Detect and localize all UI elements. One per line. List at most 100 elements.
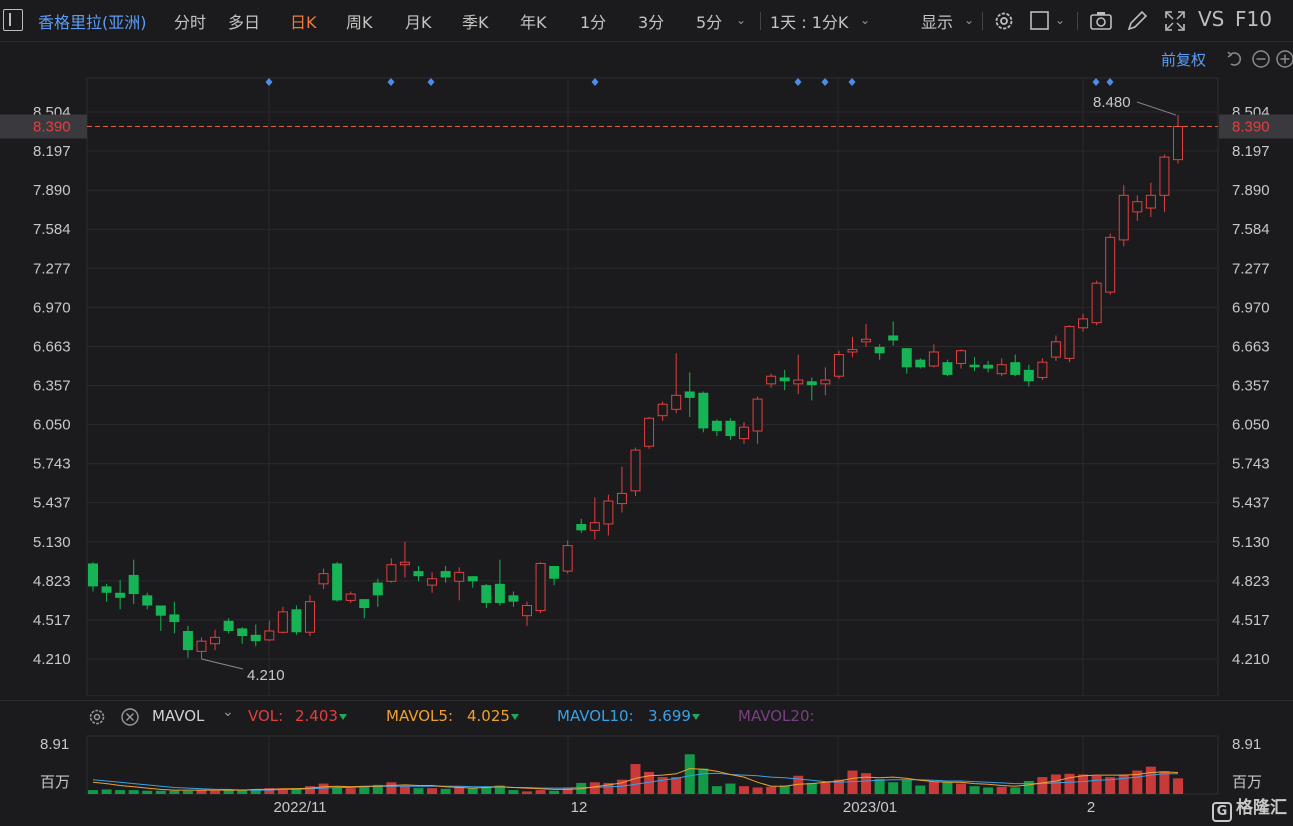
event-marker-icon [265, 78, 273, 86]
max-price-label: 8.480 [1093, 94, 1131, 111]
candle [440, 566, 451, 583]
candle [562, 540, 573, 574]
volume-axis-top-right: 8.91 [1232, 736, 1261, 753]
price-tick-label-right: 4.823 [1232, 573, 1270, 590]
candle [508, 591, 519, 607]
volume-bar [101, 789, 112, 794]
tab-monthly-k[interactable]: 月K [405, 13, 432, 32]
candle-body [969, 364, 980, 368]
tab-1min[interactable]: 1分 [580, 13, 607, 32]
candle [644, 416, 655, 449]
candle-body [128, 574, 139, 595]
candles [88, 115, 1183, 659]
compare-button[interactable]: VS [1198, 7, 1225, 31]
pencil-icon[interactable] [1124, 8, 1150, 34]
volume-bar [1132, 770, 1143, 794]
volume-bar [630, 764, 641, 794]
adjust-mode-button[interactable]: 前复权 [1160, 51, 1206, 69]
volume-chart[interactable]: 8.91 百万 8.91 百万 2022/11 12 2023/01 2 [0, 732, 1293, 826]
candle [969, 357, 980, 372]
indicator-chevron-icon[interactable]: ⌄ [222, 704, 234, 720]
candle [305, 595, 315, 637]
candlestick-chart[interactable]: 8.5048.1977.8907.5847.2776.9706.6636.357… [0, 44, 1293, 696]
interval-select[interactable]: 1天 : 1分K [770, 13, 849, 32]
candle-body [88, 563, 98, 587]
volume-bar [698, 768, 709, 794]
fullscreen-icon[interactable] [1162, 8, 1188, 34]
undo-icon[interactable] [1225, 49, 1245, 69]
tab-yearly-k[interactable]: 年K [520, 13, 547, 32]
tabs-more-chevron-icon[interactable]: ⌄ [736, 13, 747, 27]
candle [589, 497, 600, 540]
candle [535, 562, 546, 614]
candle-body [833, 354, 844, 377]
mavol10-label: MAVOL10: [557, 707, 634, 725]
tab-daily-k[interactable]: 日K [290, 13, 317, 32]
tab-quarterly-k[interactable]: 季K [462, 13, 489, 32]
sidebar-toggle-icon[interactable] [3, 9, 23, 31]
candle [386, 558, 397, 583]
volume-bar [806, 782, 817, 794]
stock-name[interactable]: 香格里拉(亚洲) [38, 13, 147, 32]
candle-body [332, 563, 343, 601]
camera-icon[interactable] [1088, 8, 1114, 34]
volume-bar [1078, 774, 1089, 794]
candle-body [589, 522, 600, 531]
volume-bar [494, 785, 505, 794]
chart-style-chevron-icon[interactable]: ⌄ [1055, 13, 1066, 27]
candle [332, 562, 343, 602]
event-markers[interactable] [265, 78, 1114, 86]
candle-body [671, 394, 682, 410]
candle [657, 401, 668, 421]
chart-style-icon[interactable] [1028, 8, 1054, 34]
tab-5min[interactable]: 5分 [696, 13, 723, 32]
indicator-name[interactable]: MAVOL [152, 707, 205, 725]
volume-bars [88, 754, 1183, 794]
f10-button[interactable]: F10 [1235, 7, 1272, 31]
current-price-tag-left [0, 114, 87, 139]
volume-bar [318, 783, 329, 794]
volume-bar [88, 790, 98, 794]
gear-icon[interactable] [87, 707, 107, 727]
candle [833, 350, 844, 379]
interval-chevron-icon[interactable]: ⌄ [860, 13, 871, 27]
volume-bar [562, 787, 573, 794]
candle [1173, 115, 1183, 164]
display-menu[interactable]: 显示 [921, 13, 954, 32]
volume-bar [969, 786, 980, 794]
display-chevron-icon[interactable]: ⌄ [964, 13, 975, 27]
zoom-in-icon[interactable] [1275, 49, 1293, 69]
tab-intraday[interactable]: 分时 [174, 13, 207, 32]
volume-axis-unit-left: 百万 [40, 774, 70, 791]
candle [698, 391, 709, 433]
candle [983, 360, 994, 373]
volume-axis: 8.91 百万 8.91 百万 2022/11 12 2023/01 2 [40, 736, 1262, 816]
price-tick-label-right: 5.743 [1232, 456, 1270, 473]
current-price-tag-right [1219, 114, 1293, 139]
candle-body [806, 381, 817, 386]
mavol10-line [92, 772, 1178, 791]
candle [956, 349, 966, 369]
price-tick-label-left: 7.890 [33, 182, 71, 199]
tab-3min[interactable]: 3分 [638, 13, 665, 32]
volume-bar [1173, 778, 1183, 794]
volume-bar [508, 790, 519, 794]
candle-body [182, 630, 193, 651]
tab-multi-day[interactable]: 多日 [228, 13, 261, 32]
volume-bar [833, 779, 844, 794]
date-axis-label: 2022/11 [273, 799, 326, 816]
volume-bar [535, 790, 546, 794]
close-icon[interactable] [120, 707, 140, 727]
candle [277, 606, 288, 634]
candle-body [874, 346, 885, 354]
volume-bar [142, 790, 153, 794]
gear-icon[interactable] [991, 8, 1017, 34]
event-marker-icon [387, 78, 395, 86]
candle [115, 580, 126, 610]
volume-bar [277, 788, 288, 794]
candle-body [142, 595, 153, 606]
tab-weekly-k[interactable]: 周K [346, 13, 373, 32]
zoom-out-icon[interactable] [1251, 49, 1271, 69]
volume-bar [996, 786, 1007, 794]
